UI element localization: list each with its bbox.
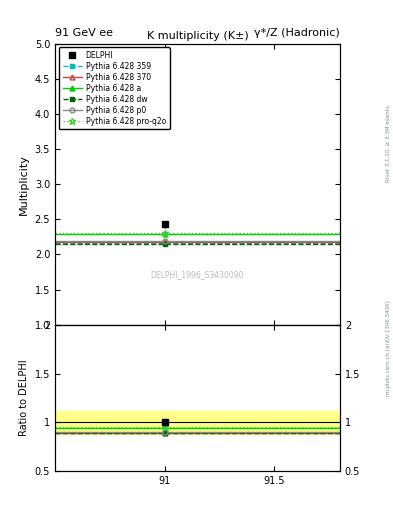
Y-axis label: Ratio to DELPHI: Ratio to DELPHI <box>19 359 29 436</box>
Y-axis label: Multiplicity: Multiplicity <box>19 154 29 215</box>
Bar <box>55 414 340 431</box>
Title: K multiplicity (K±): K multiplicity (K±) <box>147 31 248 41</box>
Bar <box>55 411 340 434</box>
Text: γ*/Z (Hadronic): γ*/Z (Hadronic) <box>254 28 340 38</box>
Text: Rivet 3.1.10, ≥ 3.3M events: Rivet 3.1.10, ≥ 3.3M events <box>386 105 391 182</box>
Bar <box>55 417 340 428</box>
Text: 91 GeV ee: 91 GeV ee <box>55 28 113 38</box>
Text: mcplots.cern.ch [arXiv:1306.3436]: mcplots.cern.ch [arXiv:1306.3436] <box>386 301 391 396</box>
Text: DELPHI_1996_S3430090: DELPHI_1996_S3430090 <box>151 270 244 279</box>
Legend: DELPHI, Pythia 6.428 359, Pythia 6.428 370, Pythia 6.428 a, Pythia 6.428 dw, Pyt: DELPHI, Pythia 6.428 359, Pythia 6.428 3… <box>59 47 170 130</box>
